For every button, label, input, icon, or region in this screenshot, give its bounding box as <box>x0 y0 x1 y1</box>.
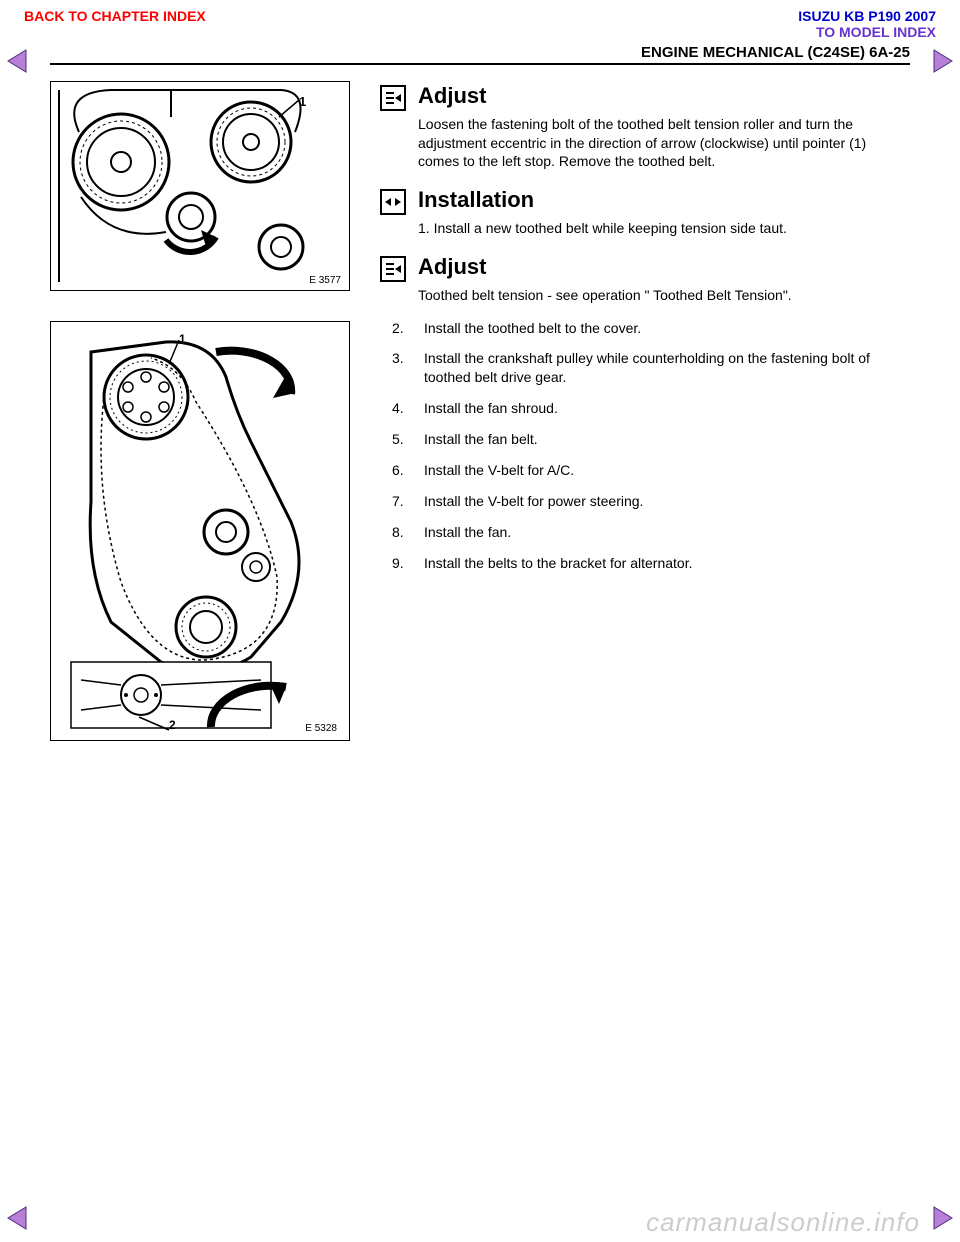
step-text: Install the crankshaft pulley while coun… <box>424 349 910 387</box>
figure-tension-roller: 1 E 3577 <box>50 81 350 291</box>
step-num: 8. <box>392 523 410 542</box>
figure-a-svg <box>51 82 349 290</box>
figure-b-callout-2: 2 <box>169 718 176 732</box>
next-page-arrow-bottom[interactable] <box>932 1205 954 1236</box>
top-link-bar: BACK TO CHAPTER INDEX ISUZU KB P190 2007… <box>0 0 960 40</box>
list-item: 3. Install the crankshaft pulley while co… <box>392 349 910 387</box>
adjust-icon <box>380 85 406 111</box>
back-to-chapter-link[interactable]: BACK TO CHAPTER INDEX <box>24 8 206 40</box>
figure-a-callout-1: 1 <box>299 94 306 109</box>
step-text: Install the V-belt for power steering. <box>424 492 643 511</box>
step-text: Install the belts to the bracket for alt… <box>424 554 692 573</box>
installation-icon <box>380 189 406 215</box>
prev-page-arrow-bottom[interactable] <box>6 1205 28 1236</box>
figure-belt-cover: 1 2 E 5328 <box>50 321 350 741</box>
step-num: 9. <box>392 554 410 573</box>
next-page-arrow-top[interactable] <box>932 48 954 79</box>
list-item: 5. Install the fan belt. <box>392 430 910 449</box>
step-text: Install the toothed belt to the cover. <box>424 319 641 338</box>
installation-title: Installation <box>418 185 787 215</box>
section-adjust-1: Adjust Loosen the fastening bolt of the … <box>380 81 910 171</box>
figure-a-signature: E 3577 <box>309 275 341 286</box>
step-num: 3. <box>392 349 410 387</box>
figure-b-callout-1: 1 <box>179 332 186 346</box>
prev-page-arrow-top[interactable] <box>6 48 28 79</box>
adjust-2-title: Adjust <box>418 252 792 282</box>
figure-b-svg <box>51 322 349 740</box>
page-content: ENGINE MECHANICAL (C24SE) 6A-25 <box>0 40 960 771</box>
section-adjust-2: Adjust Toothed belt tension - see operat… <box>380 252 910 305</box>
step-num: 2. <box>392 319 410 338</box>
step-text: Install the fan. <box>424 523 511 542</box>
to-model-index-link[interactable]: TO MODEL INDEX <box>798 24 936 40</box>
step-text: Install the fan belt. <box>424 430 538 449</box>
list-item: 9. Install the belts to the bracket for a… <box>392 554 910 573</box>
step-num: 7. <box>392 492 410 511</box>
watermark: carmanualsonline.info <box>646 1207 920 1238</box>
list-item: 8. Install the fan. <box>392 523 910 542</box>
list-item: 2. Install the toothed belt to the cover. <box>392 319 910 338</box>
model-index-block: ISUZU KB P190 2007 TO MODEL INDEX <box>798 8 936 40</box>
adjust-2-icon <box>380 256 406 282</box>
step-num: 4. <box>392 399 410 418</box>
step-num: 5. <box>392 430 410 449</box>
installation-body: 1. Install a new toothed belt while keep… <box>418 219 787 238</box>
section-installation: Installation 1. Install a new toothed be… <box>380 185 910 238</box>
list-item: 7. Install the V-belt for power steering. <box>392 492 910 511</box>
step-text: Install the V-belt for A/C. <box>424 461 574 480</box>
list-item: 6. Install the V-belt for A/C. <box>392 461 910 480</box>
step-text: Install the fan shroud. <box>424 399 558 418</box>
installation-steps-list: 2. Install the toothed belt to the cover.… <box>392 319 910 573</box>
page-header: ENGINE MECHANICAL (C24SE) 6A-25 <box>50 44 910 65</box>
adjust-1-body: Loosen the fastening bolt of the toothed… <box>418 115 910 172</box>
step-num: 6. <box>392 461 410 480</box>
text-column: Adjust Loosen the fastening bolt of the … <box>380 81 910 771</box>
model-title[interactable]: ISUZU KB P190 2007 <box>798 8 936 24</box>
figure-b-signature: E 5328 <box>305 723 337 734</box>
figure-column: 1 E 3577 <box>50 81 350 771</box>
adjust-1-title: Adjust <box>418 81 910 111</box>
adjust-2-body: Toothed belt tension - see operation " T… <box>418 286 792 305</box>
list-item: 4. Install the fan shroud. <box>392 399 910 418</box>
